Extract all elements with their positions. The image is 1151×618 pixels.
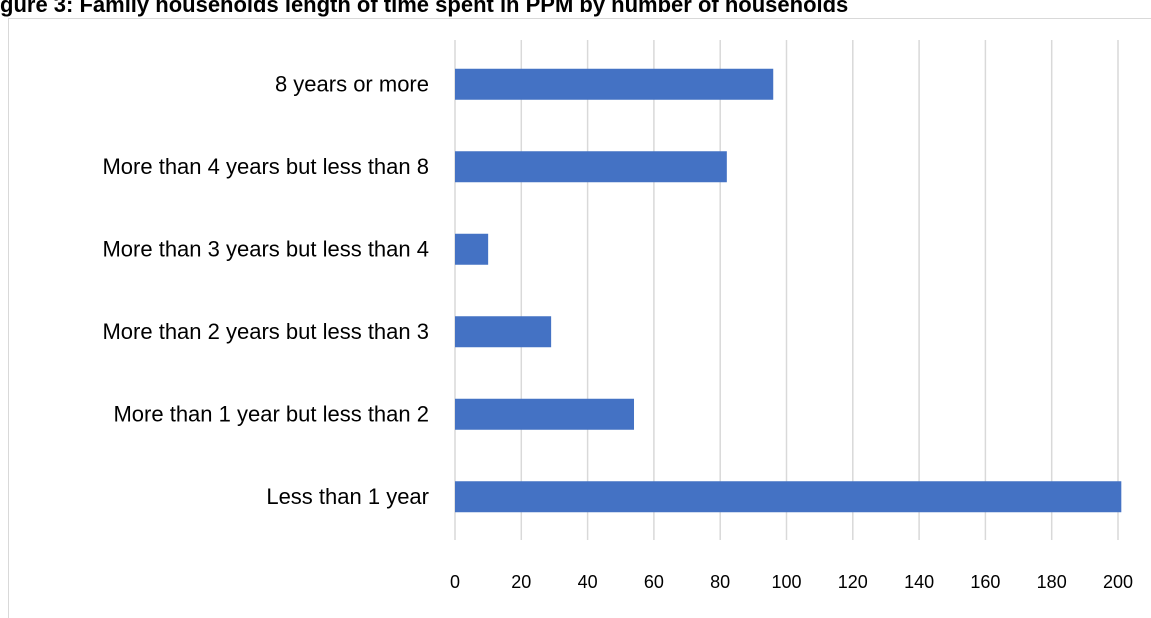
bar-chart: 8 years or more More than 4 years but les…: [102, 40, 1133, 592]
category-label-4: More than 1 year but less than 2: [113, 401, 429, 426]
chart-title: gure 3: Family households length of time…: [0, 0, 849, 17]
x-tick-label-20: 20: [511, 572, 531, 592]
x-tick-label-40: 40: [578, 572, 598, 592]
bar-0: [455, 68, 774, 100]
bar-2: [455, 233, 489, 265]
x-tick-label-140: 140: [904, 572, 934, 592]
category-label-5: Less than 1 year: [266, 484, 429, 509]
category-label-0: 8 years or more: [275, 71, 429, 96]
category-label-3: More than 2 years but less than 3: [102, 319, 429, 344]
bar-5: [455, 481, 1122, 513]
x-tick-label-200: 200: [1103, 572, 1133, 592]
chart-frame: [8, 18, 1151, 618]
x-tick-label-120: 120: [838, 572, 868, 592]
bar-4: [455, 398, 635, 430]
x-tick-label-180: 180: [1037, 572, 1067, 592]
x-tick-label-160: 160: [970, 572, 1000, 592]
category-label-1: More than 4 years but less than 8: [102, 154, 429, 179]
x-tick-label-0: 0: [450, 572, 460, 592]
category-label-2: More than 3 years but less than 4: [102, 236, 429, 261]
x-tick-label-80: 80: [710, 572, 730, 592]
x-tick-label-100: 100: [771, 572, 801, 592]
bar-3: [455, 316, 552, 348]
bar-1: [455, 151, 727, 183]
x-tick-label-60: 60: [644, 572, 664, 592]
